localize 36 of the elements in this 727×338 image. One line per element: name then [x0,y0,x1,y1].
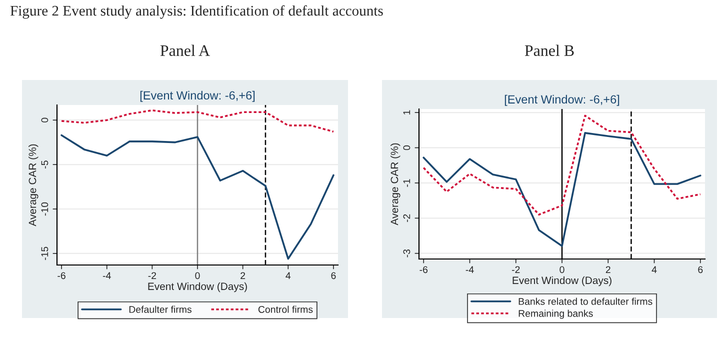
y-axis-title: Average CAR (%) [28,144,38,226]
x-tick-label: 4 [652,266,657,273]
caption: Figure 2 Event study analysis: Identification of default accounts [10,5,383,19]
chart-subtitle: [Event Window: -6,+6] [140,90,255,102]
chart-title: Panel B [524,44,574,56]
legend-label: Remaining banks [518,310,593,319]
x-tick-label: -4 [466,266,474,273]
legend-label: Defaulter firms [129,306,192,313]
x-tick-label: 0 [195,272,200,280]
legend-label: Control firms [258,306,313,313]
y-tick-label: -3 [403,249,410,258]
y-tick-label: 0 [41,118,48,122]
x-tick-label: 0 [560,266,564,274]
chart-title: Panel A [160,44,210,56]
y-tick-label: -5 [41,160,48,168]
x-axis-title: Event Window (Days) [148,282,247,292]
x-tick-label: 4 [286,272,291,279]
chart-subtitle: [Event Window: -6,+6] [504,94,620,106]
legend-label: Banks related to defaulter firms [518,298,652,305]
y-tick-label: -1 [403,179,410,187]
x-tick-label: -4 [102,272,111,279]
y-axis-title: Average CAR (%) [390,143,400,226]
x-tick-label: 2 [240,272,246,279]
x-tick-label: 6 [698,266,703,274]
y-tick-label: 0 [403,145,410,150]
x-tick-label: -2 [148,272,156,279]
x-tick-label: 6 [331,272,336,280]
y-tick-label: -2 [403,214,410,222]
x-tick-label: 2 [606,266,610,273]
y-tick-label: 1 [403,110,410,114]
x-tick-label: -6 [58,272,66,280]
x-tick-label: -6 [420,266,428,274]
y-tick-label: -15 [41,246,48,260]
x-axis-title: Event Window (Days) [512,276,612,286]
x-tick-label: -2 [512,266,520,273]
y-tick-label: -10 [41,202,48,216]
